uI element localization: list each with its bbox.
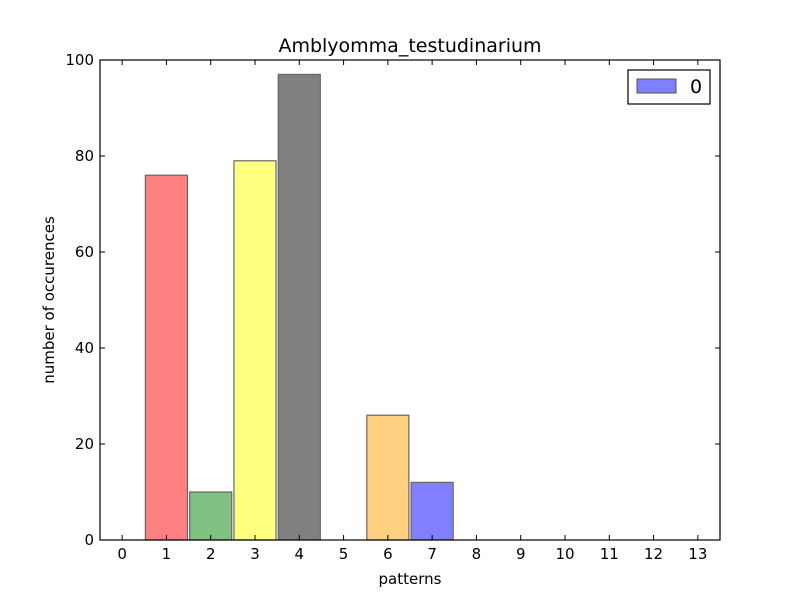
plot-frame — [99, 59, 721, 541]
x-tick-label-0: 0 — [117, 545, 127, 563]
x-tick-label-6: 6 — [383, 545, 393, 563]
legend-label: 0 — [690, 76, 702, 98]
y-tick-label-40: 40 — [75, 339, 94, 357]
x-tick-label-5: 5 — [339, 545, 349, 563]
bars-layer — [144, 73, 454, 541]
x-tick-label-4: 4 — [295, 545, 305, 563]
x-axis-label: patterns — [379, 570, 442, 588]
y-tick-label-20: 20 — [75, 435, 94, 453]
chart-title: Amblyomma_testudinarium — [278, 35, 541, 57]
y-tick-label-100: 100 — [65, 51, 94, 69]
bar-pattern-1 — [144, 174, 189, 541]
x-tick-label-3: 3 — [250, 545, 260, 563]
x-tick-label-10: 10 — [555, 545, 574, 563]
x-tick-label-9: 9 — [516, 545, 526, 563]
x-tick-label-8: 8 — [472, 545, 482, 563]
bar-pattern-4 — [277, 73, 321, 541]
x-tick-label-2: 2 — [206, 545, 216, 563]
bar-pattern-3 — [233, 160, 277, 541]
y-tick-label-60: 60 — [75, 243, 94, 261]
y-tick-label-0: 0 — [84, 531, 94, 549]
bar-pattern-7 — [410, 481, 454, 541]
x-tick-label-12: 12 — [644, 545, 663, 563]
legend: 0 — [627, 69, 711, 105]
y-tick-label-80: 80 — [75, 147, 94, 165]
x-tick-label-7: 7 — [427, 545, 437, 563]
x-tick-label-13: 13 — [688, 545, 707, 563]
y-axis-label: number of occurences — [40, 216, 58, 384]
x-tick-label-1: 1 — [162, 545, 172, 563]
legend-swatch — [636, 78, 677, 94]
bar-pattern-2 — [189, 491, 233, 541]
bar-pattern-6 — [366, 414, 410, 541]
x-tick-label-11: 11 — [600, 545, 619, 563]
